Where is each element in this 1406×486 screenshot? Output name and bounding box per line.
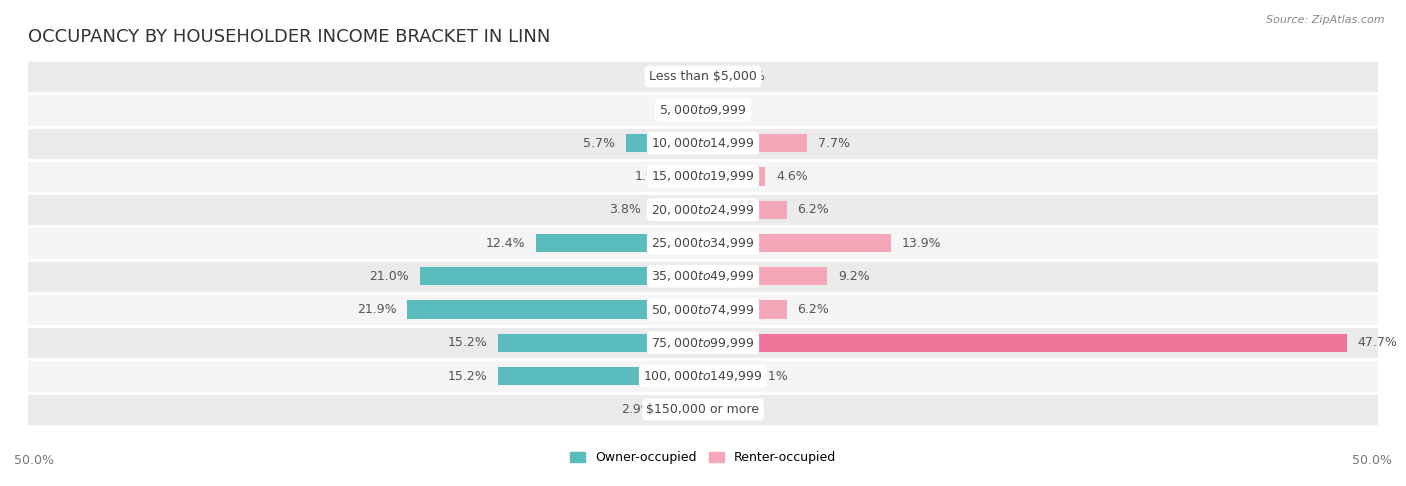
Text: 0.0%: 0.0% [661,70,692,83]
Bar [28,293,1378,326]
Bar [28,326,1378,360]
Bar [28,393,1378,426]
Text: $20,000 to $24,999: $20,000 to $24,999 [651,203,755,217]
Text: 50.0%: 50.0% [1353,453,1392,467]
Text: $15,000 to $19,999: $15,000 to $19,999 [651,170,755,183]
Bar [652,201,703,219]
Text: $75,000 to $99,999: $75,000 to $99,999 [651,336,755,350]
Text: 21.0%: 21.0% [368,270,409,283]
Bar [28,226,1378,260]
Text: 12.4%: 12.4% [485,237,524,249]
Bar [28,93,1378,126]
Text: 5.7%: 5.7% [583,137,616,150]
Text: $5,000 to $9,999: $5,000 to $9,999 [659,103,747,117]
Text: 21.9%: 21.9% [357,303,396,316]
Text: 13.9%: 13.9% [901,237,941,249]
Text: $10,000 to $14,999: $10,000 to $14,999 [651,136,755,150]
Text: 47.7%: 47.7% [1358,336,1398,349]
Text: 3.8%: 3.8% [609,203,641,216]
Bar [703,267,827,285]
Bar [664,400,703,418]
Bar [498,334,703,352]
Text: 6.2%: 6.2% [797,303,830,316]
Text: 0.0%: 0.0% [661,104,692,117]
Bar [498,367,703,385]
Text: 0.0%: 0.0% [714,403,745,416]
Bar [703,334,1347,352]
Bar [703,167,765,186]
Text: $25,000 to $34,999: $25,000 to $34,999 [651,236,755,250]
Text: 15.2%: 15.2% [447,369,486,382]
Text: Source: ZipAtlas.com: Source: ZipAtlas.com [1267,15,1385,25]
Bar [536,234,703,252]
Bar [703,68,723,86]
Text: 9.2%: 9.2% [838,270,870,283]
Bar [28,126,1378,160]
Text: 50.0%: 50.0% [14,453,53,467]
Text: 2.9%: 2.9% [621,403,652,416]
Bar [28,160,1378,193]
Text: 4.6%: 4.6% [776,170,807,183]
Bar [703,134,807,152]
Text: 0.0%: 0.0% [714,104,745,117]
Bar [678,167,703,186]
Legend: Owner-occupied, Renter-occupied: Owner-occupied, Renter-occupied [565,447,841,469]
Text: OCCUPANCY BY HOUSEHOLDER INCOME BRACKET IN LINN: OCCUPANCY BY HOUSEHOLDER INCOME BRACKET … [28,28,551,46]
Text: 15.2%: 15.2% [447,336,486,349]
Bar [419,267,703,285]
Text: Less than $5,000: Less than $5,000 [650,70,756,83]
Bar [703,367,745,385]
Bar [28,360,1378,393]
Bar [703,234,890,252]
Text: 1.9%: 1.9% [634,170,666,183]
Bar [626,134,703,152]
Bar [703,300,787,319]
Text: $50,000 to $74,999: $50,000 to $74,999 [651,303,755,316]
Text: $35,000 to $49,999: $35,000 to $49,999 [651,269,755,283]
Bar [703,201,787,219]
Text: $150,000 or more: $150,000 or more [647,403,759,416]
Text: 1.5%: 1.5% [734,70,766,83]
Bar [28,60,1378,93]
Text: 6.2%: 6.2% [797,203,830,216]
Text: 7.7%: 7.7% [818,137,849,150]
Text: $100,000 to $149,999: $100,000 to $149,999 [644,369,762,383]
Text: 3.1%: 3.1% [755,369,787,382]
Bar [408,300,703,319]
Bar [28,193,1378,226]
Bar [28,260,1378,293]
